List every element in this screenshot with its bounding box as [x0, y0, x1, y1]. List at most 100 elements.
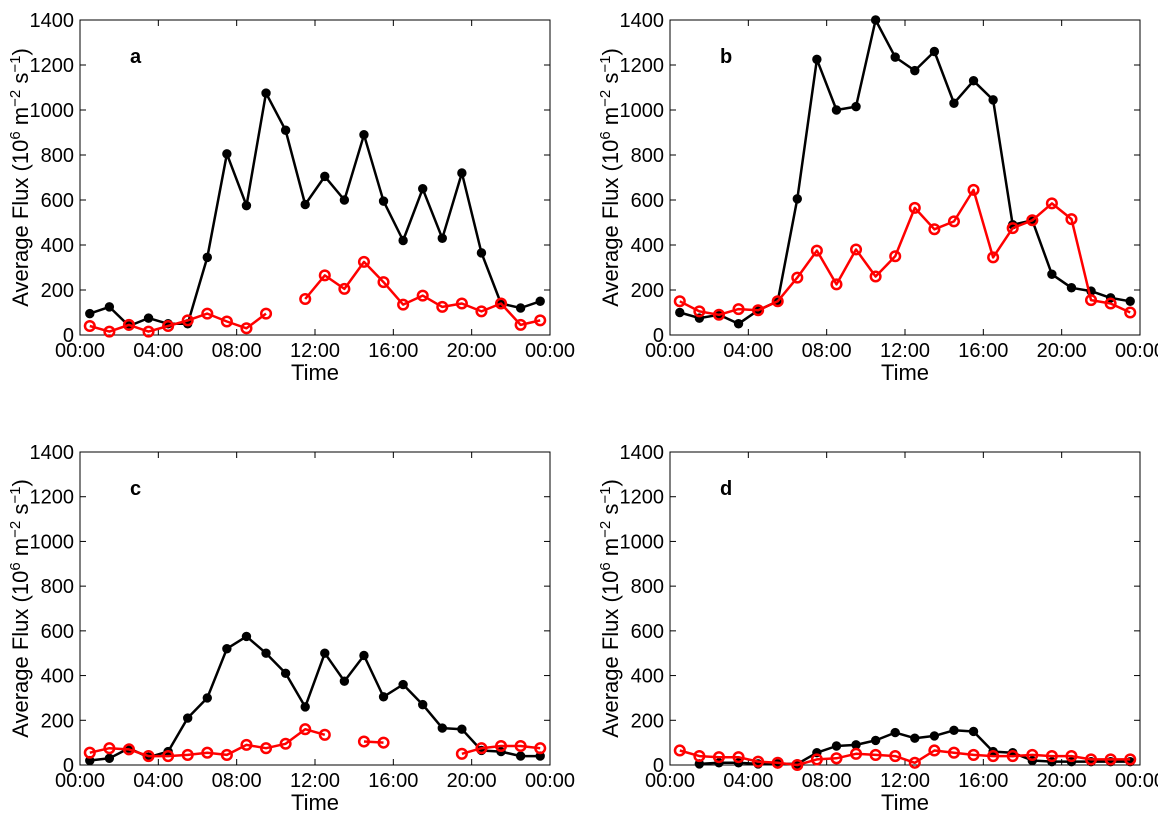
data-point-red [673, 295, 686, 308]
y-axis-label-part: Average Flux (10 [598, 571, 623, 738]
data-point-red [889, 250, 902, 263]
data-point-red [534, 314, 547, 327]
data-point-black [359, 130, 369, 140]
data-point-black [280, 125, 291, 135]
data-point-black [261, 88, 271, 98]
data-point-red [377, 276, 390, 289]
x-tick-label: 00:00 [55, 340, 105, 362]
data-point-red [987, 251, 1000, 264]
y-axis-label-part: ) [598, 479, 623, 486]
data-point-red [201, 307, 214, 320]
x-tick-label: 08:00 [802, 340, 852, 362]
data-point-red [83, 746, 96, 759]
data-point-black [515, 751, 526, 761]
data-point-red [771, 756, 784, 769]
data-point-red [1065, 213, 1078, 226]
y-tick-label: 1400 [30, 442, 75, 464]
axes-box [79, 451, 551, 766]
data-point-red [514, 318, 527, 331]
data-point-black [515, 303, 526, 313]
x-tick-label: 20:00 [447, 340, 497, 362]
series-line-black [89, 635, 541, 762]
data-point-red [908, 756, 921, 769]
data-point-red [752, 755, 765, 768]
y-axis-label-part: s [598, 504, 623, 521]
y-tick-label: 200 [41, 280, 74, 302]
data-point-black [339, 195, 350, 205]
data-point-red [810, 244, 823, 257]
y-axis-label: Average Flux (106 m−2 s−1) [597, 48, 623, 307]
y-axis-label: Average Flux (106 m−2 s−1) [597, 479, 623, 738]
data-point-red [181, 748, 194, 761]
y-axis-label: Average Flux (106 m−2 s−1) [7, 48, 33, 307]
data-point-red [162, 750, 175, 763]
y-axis-label-part: 6 [597, 131, 614, 139]
panel-a: 0 200 400 600 800 1000 1200 1400 00:00 04:00 08:00… [7, 10, 575, 385]
x-tick-label: 12:00 [290, 770, 340, 792]
data-point-red [1045, 750, 1058, 763]
x-tick-label: 04:00 [723, 770, 773, 792]
data-point-red [1065, 750, 1078, 763]
y-tick-label: 1200 [30, 487, 75, 509]
data-point-red [475, 305, 488, 318]
data-point-red [534, 742, 547, 755]
data-point-black [792, 194, 802, 204]
data-point-black [183, 713, 193, 723]
x-tick-label: 04:00 [133, 340, 183, 362]
data-point-red [732, 303, 745, 316]
data-point-black [398, 679, 408, 690]
data-point-red [752, 304, 765, 317]
data-point-black [1047, 269, 1057, 279]
y-tick-label: 200 [631, 280, 664, 302]
x-tick-label: 08:00 [802, 770, 852, 792]
data-point-black [949, 725, 959, 736]
data-point-red [908, 201, 921, 214]
data-point-red [1104, 753, 1117, 766]
data-point-black [202, 693, 212, 703]
data-point-red [494, 297, 508, 310]
y-axis-label-part: m [8, 538, 33, 562]
series-line-red [679, 188, 1131, 317]
y-axis-label-part: ) [8, 48, 33, 55]
data-point-red [889, 750, 902, 763]
x-tick-label: 16:00 [368, 340, 418, 362]
data-point-red [318, 728, 331, 741]
y-axis-label-part: −1 [597, 487, 614, 504]
y-tick-label: 800 [631, 145, 664, 167]
panel-b: 0 200 400 600 800 1000 1200 1400 00:00 04:00 08:00… [597, 10, 1158, 385]
data-point-black [988, 95, 998, 105]
data-point-red [1006, 750, 1019, 763]
data-point-black [457, 724, 467, 734]
y-tick-label: 0 [63, 755, 74, 777]
series-line-red [304, 260, 541, 327]
data-point-red [1084, 294, 1098, 307]
x-tick-label: 00:00 [1115, 770, 1158, 792]
data-point-black [85, 308, 95, 319]
data-point-red [397, 298, 410, 311]
y-axis-label-part: Average Flux (10 [8, 571, 33, 738]
data-point-red [791, 758, 804, 772]
x-tick-label: 08:00 [212, 340, 262, 362]
y-axis-label-part: s [598, 73, 623, 90]
data-point-black [733, 319, 744, 329]
data-point-red [712, 308, 726, 321]
panel-label: a [130, 46, 142, 68]
data-point-red [142, 750, 155, 763]
data-point-black [929, 46, 940, 57]
data-point-red [967, 183, 980, 196]
data-point-red [416, 289, 429, 302]
data-point-red [181, 314, 194, 327]
y-tick-label: 0 [63, 325, 74, 347]
y-axis-label-part: ) [8, 479, 33, 486]
data-point-black [300, 199, 310, 210]
data-point-red [849, 243, 863, 256]
data-point-red [455, 747, 468, 760]
data-point-red [455, 297, 468, 310]
y-tick-label: 200 [41, 710, 74, 732]
data-point-red [1045, 197, 1058, 210]
data-point-black [320, 171, 330, 182]
x-tick-label: 12:00 [290, 340, 340, 362]
y-axis-label-part: 6 [7, 131, 24, 139]
x-axis-label: Time [291, 360, 339, 385]
data-point-red [1104, 297, 1117, 310]
